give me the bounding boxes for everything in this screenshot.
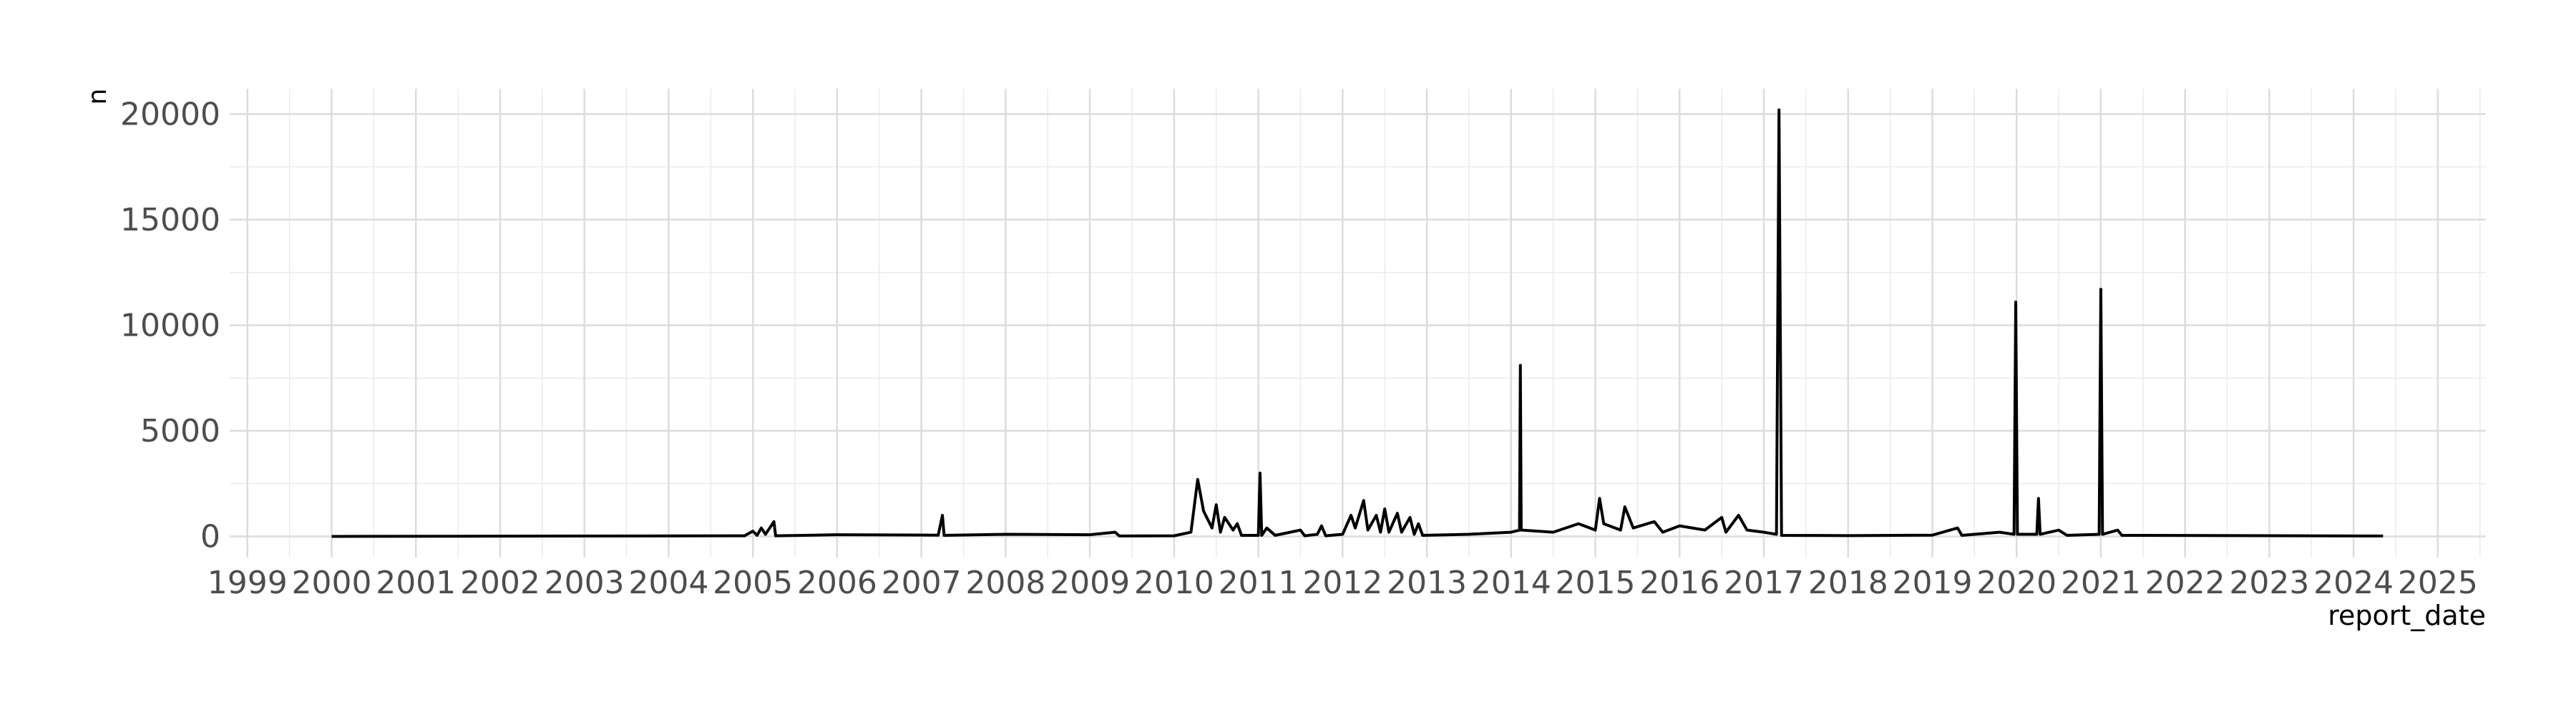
y-tick-label: 15000 [120, 202, 220, 238]
y-tick-label: 20000 [120, 96, 220, 132]
x-tick-label: 2002 [460, 565, 540, 601]
x-tick-label: 2018 [1808, 565, 1888, 601]
x-axis-label: report_date [2328, 600, 2486, 631]
y-axis-label: n [83, 89, 112, 105]
y-tick-label: 10000 [120, 307, 220, 344]
x-tick-label: 2024 [2313, 565, 2394, 601]
x-tick-label: 2016 [1639, 565, 1719, 601]
x-tick-label: 2006 [797, 565, 877, 601]
x-tick-label: 2017 [1724, 565, 1804, 601]
line [331, 108, 2384, 538]
x-tick-label: 2019 [1892, 565, 1972, 601]
x-tick-label: 2011 [1219, 565, 1299, 601]
x-tick-label: 2013 [1387, 565, 1467, 601]
x-tick-label: 2025 [2398, 565, 2478, 601]
x-tick-label: 2014 [1471, 565, 1551, 601]
x-tick-label: 2009 [1050, 565, 1130, 601]
x-tick-label: 2012 [1302, 565, 1382, 601]
x-tick-label: 2008 [965, 565, 1045, 601]
x-tick-label: 2003 [545, 565, 625, 601]
x-tick-label: 1999 [208, 565, 288, 601]
x-tick-label: 2020 [1976, 565, 2057, 601]
x-tick-label: 2001 [376, 565, 456, 601]
y-tick-label: 0 [200, 518, 220, 555]
x-tick-label: 2007 [882, 565, 962, 601]
x-tick-label: 2000 [291, 565, 371, 601]
x-tick-label: 2022 [2145, 565, 2225, 601]
x-tick-label: 2023 [2229, 565, 2309, 601]
x-tick-label: 2010 [1134, 565, 1214, 601]
x-tick-label: 2005 [713, 565, 793, 601]
y-tick-label: 5000 [140, 413, 220, 449]
x-tick-label: 2021 [2061, 565, 2141, 601]
x-tick-label: 2004 [628, 565, 708, 601]
x-tick-label: 2015 [1556, 565, 1636, 601]
